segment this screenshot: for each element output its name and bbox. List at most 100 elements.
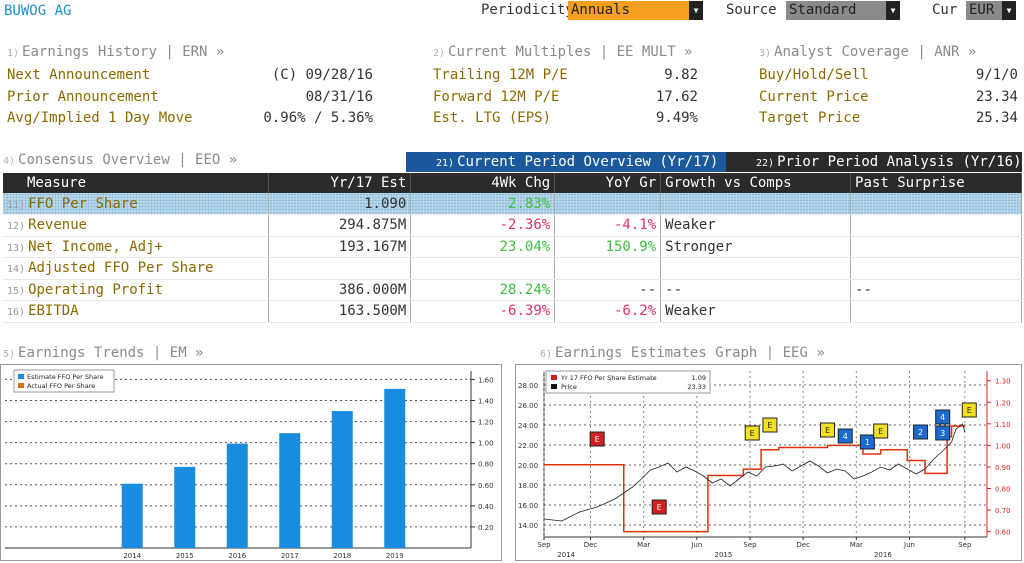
table-header-row: Measure Yr/17 Est 4Wk Chg YoY Gr Growth … xyxy=(3,173,1022,193)
current-multiples-list: Trailing 12M P/E 9.82 Forward 12M P/E 17… xyxy=(433,67,698,132)
tab-prior-period[interactable]: 22) Prior Period Analysis (Yr/16) xyxy=(726,152,1022,172)
measure-cell: 13) Net Income, Adj+ xyxy=(3,236,270,258)
yoy-growth-cell: -- xyxy=(554,279,662,301)
y-tick-label-left: 20.00 xyxy=(518,462,538,470)
yoy-growth-cell: 150.9% xyxy=(554,236,662,258)
earnings-trends-link[interactable]: 5) Earnings Trends | EM » xyxy=(3,345,203,361)
consensus-table: Measure Yr/17 Est 4Wk Chg YoY Gr Growth … xyxy=(3,173,1022,323)
chevron-down-icon[interactable]: ▼ xyxy=(886,1,900,20)
earnings-history-link[interactable]: 1) Earnings History | ERN » xyxy=(7,44,224,60)
y-tick-label-right: 1.20 xyxy=(995,399,1011,407)
yoy-growth-cell xyxy=(554,193,662,215)
column-header[interactable]: YoY Gr xyxy=(554,173,662,193)
earnings-estimates-graph: 28.00 26.00 24.00 22.00 20.00 18.00 16.00 14.00… xyxy=(515,364,1022,561)
estimate-cell xyxy=(268,257,412,280)
yoy-growth-cell xyxy=(554,257,662,280)
marker-box xyxy=(762,417,778,433)
section-number: 3) xyxy=(759,48,772,59)
currency-label: Cur xyxy=(932,2,958,18)
column-header[interactable]: Past Surprise xyxy=(850,173,1022,193)
marker-box xyxy=(744,425,760,441)
measure-label: EBITDA xyxy=(28,303,79,320)
periodicity-value: Annuals xyxy=(568,1,689,20)
four-week-change-cell: 28.24% xyxy=(410,279,556,301)
past-surprise-cell xyxy=(850,300,1022,323)
marker-box xyxy=(837,428,853,444)
marker-label: E xyxy=(750,429,755,438)
growth-vs-comps-cell: Weaker xyxy=(660,214,852,237)
marker-label: 2 xyxy=(918,428,923,437)
table-row[interactable]: 13) Net Income, Adj+ 193.167M 23.04% 150.9% S… xyxy=(3,236,1022,258)
event-marker: E xyxy=(961,402,977,418)
past-surprise-cell xyxy=(850,214,1022,237)
x-tick-label: 2019 xyxy=(386,552,404,560)
marker-box xyxy=(913,424,929,440)
column-header[interactable]: Growth vs Comps xyxy=(660,173,852,193)
tab-current-period[interactable]: 21) Current Period Overview (Yr/17) xyxy=(406,152,726,172)
x-tick-label: Sep xyxy=(743,541,757,549)
x-tick-label: Jun xyxy=(903,541,915,549)
measure-cell: 14) Adjusted FFO Per Share xyxy=(3,257,270,280)
x-tick-label: Sep xyxy=(958,541,972,549)
y-tick-label-right: 0.70 xyxy=(995,507,1011,515)
legend-box xyxy=(13,369,115,393)
currency-select[interactable]: EUR ▼ xyxy=(966,1,1016,20)
event-marker: 3 xyxy=(935,425,951,441)
kv-label: Forward 12M P/E xyxy=(433,88,560,105)
consensus-overview-link[interactable]: 4) Consensus Overview | EEO » xyxy=(3,152,237,168)
marker-label: 4 xyxy=(843,432,848,441)
marker-box xyxy=(935,425,951,441)
section-number: 5) xyxy=(3,349,16,360)
table-row[interactable]: 16) EBITDA 163.500M -6.39% -6.2% Weaker xyxy=(3,300,1022,323)
marker-label: E xyxy=(825,426,830,435)
table-row[interactable]: 15) Operating Profit 386.000M 28.24% -- -- -- xyxy=(3,279,1022,301)
row-number: 14) xyxy=(7,264,26,276)
kv-value: 9.82 xyxy=(664,67,698,83)
source-select[interactable]: Standard ▼ xyxy=(786,1,900,20)
current-multiples-link[interactable]: 2) Current Multiples | EE MULT » xyxy=(433,44,692,60)
estimate-cell: 1.090 xyxy=(268,193,412,215)
event-marker: 4 xyxy=(935,409,951,425)
y-tick-label: 0.20 xyxy=(478,524,494,532)
analyst-coverage-link[interactable]: 3) Analyst Coverage | ANR » xyxy=(759,44,976,60)
y-tick-label-right: 0.60 xyxy=(995,529,1011,537)
earnings-estimates-graph-link[interactable]: 6) Earnings Estimates Graph | EEG » xyxy=(540,345,825,361)
kv-value: 23.34 xyxy=(975,88,1018,105)
column-header[interactable]: Measure xyxy=(3,173,270,193)
column-header[interactable]: 4Wk Chg xyxy=(410,173,556,193)
marker-box xyxy=(589,431,605,447)
list-item: Next Announcement (C) 09/28/16 xyxy=(7,67,373,89)
marker-label: 1 xyxy=(865,438,870,447)
table-row[interactable]: 11) FFO Per Share 1.090 2.83% xyxy=(3,193,1022,215)
four-week-change-cell: -2.36% xyxy=(410,214,556,237)
estimate-cell: 193.167M xyxy=(268,236,412,258)
y-tick-label-left: 26.00 xyxy=(518,402,538,410)
kv-label: Next Announcement xyxy=(7,67,151,83)
event-marker: E xyxy=(762,417,778,433)
x-tick-label: Dec xyxy=(796,541,810,549)
past-surprise-cell xyxy=(850,236,1022,258)
periodicity-select[interactable]: Annuals ▼ xyxy=(568,1,703,20)
y-tick-label-left: 24.00 xyxy=(518,422,538,430)
measure-label: FFO Per Share xyxy=(28,195,138,212)
legend-label: Actual FFO Per Share xyxy=(27,382,95,390)
y-tick-label: 0.40 xyxy=(478,503,494,511)
event-marker: 2 xyxy=(913,424,929,440)
four-week-change-cell: 23.04% xyxy=(410,236,556,258)
y-tick-label: 0.60 xyxy=(478,482,494,490)
table-row[interactable]: 14) Adjusted FFO Per Share xyxy=(3,257,1022,280)
x-year-label: 2016 xyxy=(874,551,892,559)
x-year-label: 2015 xyxy=(715,551,733,559)
past-surprise-cell: -- xyxy=(850,279,1022,301)
marker-label: 4 xyxy=(940,413,945,422)
bar-estimate xyxy=(331,411,353,548)
chevron-down-icon[interactable]: ▼ xyxy=(1002,1,1016,20)
list-item: Prior Announcement 08/31/16 xyxy=(7,89,373,111)
column-header[interactable]: Yr/17 Est xyxy=(268,173,412,193)
kv-label: Prior Announcement xyxy=(7,88,159,105)
x-tick-label: 2015 xyxy=(176,552,194,560)
row-number: 11) xyxy=(7,199,26,211)
four-week-change-cell: 2.83% xyxy=(410,193,556,215)
table-row[interactable]: 12) Revenue 294.875M -2.36% -4.1% Weaker xyxy=(3,214,1022,237)
chevron-down-icon[interactable]: ▼ xyxy=(689,1,703,20)
